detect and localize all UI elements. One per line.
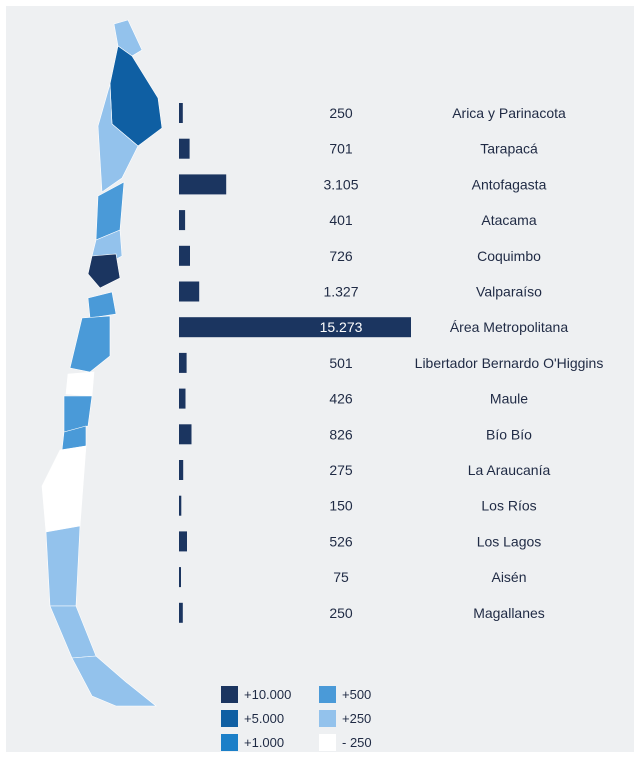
bar-12 bbox=[179, 531, 187, 552]
value-label: 275 bbox=[329, 462, 353, 478]
map-region-2 bbox=[97, 83, 139, 193]
bar-6 bbox=[179, 317, 411, 338]
map-region-13 bbox=[49, 605, 97, 659]
bar-13 bbox=[179, 567, 181, 588]
map-region-7 bbox=[69, 315, 111, 373]
legend-item: - 250 bbox=[319, 732, 372, 752]
legend-item: +1.000 bbox=[221, 732, 284, 752]
value-label: 526 bbox=[329, 533, 353, 549]
chart: 250 701 3.105 401 726 1.327 15.273 501 426 826 275… bbox=[41, 19, 604, 707]
value-label: 726 bbox=[329, 248, 353, 264]
legend-swatch bbox=[319, 709, 336, 727]
region-label: Los Lagos bbox=[477, 533, 542, 549]
region-label: Maule bbox=[490, 391, 528, 407]
map-region-12 bbox=[45, 525, 81, 607]
legend-label: +500 bbox=[342, 686, 372, 702]
legend-item: +250 bbox=[319, 708, 371, 728]
bar-8 bbox=[179, 388, 186, 409]
value-label: 75 bbox=[333, 569, 349, 585]
bar-4 bbox=[179, 245, 190, 266]
bar-11 bbox=[179, 495, 182, 516]
value-label: 401 bbox=[329, 212, 353, 228]
map-region-6 bbox=[87, 291, 117, 319]
region-labels: Arica y Parinacota Tarapacá Antofagasta Ata… bbox=[415, 105, 604, 621]
legend-swatch bbox=[221, 709, 238, 727]
legend-swatch bbox=[319, 685, 336, 703]
value-label: 250 bbox=[329, 105, 353, 121]
value-label: 501 bbox=[329, 355, 353, 371]
region-label: Coquimbo bbox=[477, 248, 541, 264]
region-label: Bío Bío bbox=[486, 426, 532, 442]
map-region-11 bbox=[41, 445, 87, 533]
legend-item: +500 bbox=[319, 684, 371, 704]
bar-3 bbox=[179, 210, 186, 231]
bar-5 bbox=[179, 281, 200, 302]
region-label: Tarapacá bbox=[480, 141, 538, 157]
value-label: 250 bbox=[329, 605, 353, 621]
legend-item: +5.000 bbox=[221, 708, 284, 728]
legend-item: +10.000 bbox=[221, 684, 291, 704]
legend-label: - 250 bbox=[342, 734, 372, 750]
legend-label: +10.000 bbox=[244, 686, 292, 702]
legend-swatch bbox=[319, 733, 336, 751]
value-label: 426 bbox=[329, 391, 353, 407]
bar-10 bbox=[179, 460, 184, 480]
region-label: Arica y Parinacota bbox=[452, 105, 566, 121]
bar-series bbox=[179, 103, 411, 623]
legend-swatch bbox=[221, 733, 238, 751]
bar-2 bbox=[179, 174, 227, 195]
map-region-5 bbox=[87, 253, 121, 289]
region-label: Valparaíso bbox=[476, 284, 542, 300]
legend-label: +250 bbox=[342, 710, 372, 726]
chile-region-map bbox=[41, 19, 163, 707]
map-region-0 bbox=[113, 19, 143, 57]
value-labels: 250 701 3.105 401 726 1.327 15.273 501 426 826 275… bbox=[320, 105, 363, 621]
region-label: La Araucanía bbox=[468, 462, 551, 478]
value-label: 1.327 bbox=[323, 284, 358, 300]
region-label: Libertador Bernardo O'Higgins bbox=[415, 355, 604, 371]
value-label: 15.273 bbox=[320, 319, 363, 335]
bar-14 bbox=[179, 602, 183, 623]
region-label: Atacama bbox=[481, 212, 536, 228]
map-region-8 bbox=[65, 371, 95, 397]
chart-panel: 250 701 3.105 401 726 1.327 15.273 501 426 826 275… bbox=[6, 6, 634, 752]
value-label: 826 bbox=[329, 426, 353, 442]
bar-9 bbox=[179, 424, 192, 445]
bar-7 bbox=[179, 352, 187, 373]
map-region-9 bbox=[63, 395, 93, 433]
value-label: 150 bbox=[329, 498, 353, 514]
bar-1 bbox=[179, 138, 190, 159]
region-label: Los Ríos bbox=[481, 498, 536, 514]
legend-label: +1.000 bbox=[244, 734, 285, 750]
value-label: 701 bbox=[329, 141, 353, 157]
map-region-14 bbox=[71, 655, 157, 707]
region-label: Magallanes bbox=[473, 605, 545, 621]
region-label: Aisén bbox=[491, 569, 526, 585]
legend-swatch bbox=[221, 685, 238, 703]
bar-0 bbox=[179, 103, 183, 123]
legend: +10.000 +5.000 +1.000 +500 +250 - 250 bbox=[221, 684, 421, 758]
legend-label: +5.000 bbox=[244, 710, 285, 726]
region-label: Área Metropolitana bbox=[450, 319, 569, 335]
value-label: 3.105 bbox=[323, 176, 358, 192]
region-label: Antofagasta bbox=[472, 176, 547, 192]
